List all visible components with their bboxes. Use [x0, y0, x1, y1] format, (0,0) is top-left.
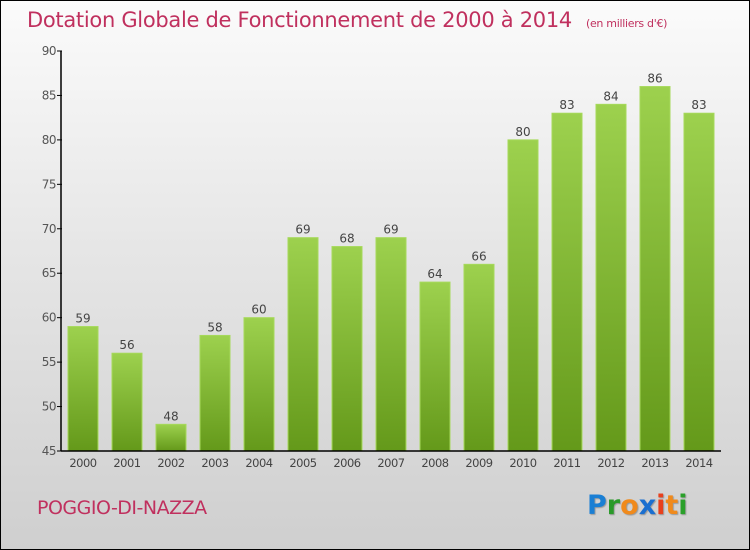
data-label-2007: 69	[383, 223, 398, 237]
logo-letter-0: P	[587, 490, 607, 521]
y-tick-label-50: 50	[42, 400, 56, 414]
data-label-2012: 84	[603, 89, 618, 103]
y-tick-label-45: 45	[42, 444, 56, 458]
x-tick-label-2000: 2000	[69, 456, 96, 470]
axes-group: 2000 2001 2002 2003 2004 2005 2006 2007 2008 2009…	[42, 44, 721, 470]
logo-letter-2: o	[620, 490, 639, 521]
data-label-2011: 83	[559, 98, 574, 112]
bar-2011	[551, 112, 583, 452]
y-tick-label-85: 85	[42, 88, 56, 102]
proxiti-logo[interactable]: Proxiti	[587, 490, 688, 521]
bar-2010	[507, 139, 539, 452]
chart-title: Dotation Globale de Fonctionnement de 20…	[27, 8, 667, 32]
x-tick-label-2013: 2013	[641, 456, 668, 470]
logo-letter-5: t	[665, 490, 679, 521]
logo-letter-4: i	[656, 490, 666, 521]
data-label-2006: 68	[339, 232, 354, 246]
data-label-2013: 86	[647, 72, 662, 86]
data-label-2000: 59	[75, 312, 90, 326]
bar-2003	[199, 334, 231, 452]
chart-title-text: Dotation Globale de Fonctionnement de 20…	[27, 8, 572, 32]
x-tick-label-2008: 2008	[421, 456, 448, 470]
y-tick-label-60: 60	[42, 311, 56, 325]
bar-2001	[111, 352, 143, 452]
data-label-2014: 83	[691, 98, 706, 112]
y-tick-label-75: 75	[42, 177, 56, 191]
x-tick-label-2005: 2005	[289, 456, 316, 470]
bar-2014	[683, 112, 715, 452]
commune-name: POGGIO-DI-NAZZA	[37, 497, 207, 519]
bar-2006	[331, 246, 363, 452]
x-tick-label-2001: 2001	[113, 456, 140, 470]
bar-2008	[419, 281, 451, 452]
data-label-2001: 56	[119, 338, 134, 352]
data-label-2005: 69	[295, 223, 310, 237]
logo-letter-3: x	[638, 490, 657, 521]
y-tick-label-90: 90	[42, 44, 56, 58]
x-tick-label-2010: 2010	[509, 456, 536, 470]
data-label-2010: 80	[515, 125, 530, 139]
data-label-2004: 60	[251, 303, 266, 317]
x-tick-label-2007: 2007	[377, 456, 404, 470]
logo-letter-6: i	[678, 490, 688, 521]
x-tick-label-2012: 2012	[597, 456, 624, 470]
x-tick-label-2009: 2009	[465, 456, 492, 470]
data-label-2003: 58	[207, 320, 222, 334]
data-label-2008: 64	[427, 267, 442, 281]
x-tick-label-2003: 2003	[201, 456, 228, 470]
x-tick-label-2002: 2002	[157, 456, 184, 470]
bar-2004	[243, 317, 275, 452]
bar-2005	[287, 237, 319, 452]
x-tick-label-2011: 2011	[553, 456, 580, 470]
chart-subtitle: (en milliers d'€)	[585, 17, 668, 30]
bar-2002	[155, 423, 187, 452]
bar-2012	[595, 103, 627, 452]
bar-2013	[639, 86, 671, 452]
x-tick-label-2006: 2006	[333, 456, 360, 470]
x-tick-label-2014: 2014	[685, 456, 712, 470]
bar-2000	[67, 326, 99, 452]
y-tick-label-65: 65	[42, 266, 56, 280]
y-tick-label-70: 70	[42, 222, 56, 236]
logo-letter-1: r	[606, 490, 621, 521]
y-tick-label-80: 80	[42, 133, 56, 147]
bar-2007	[375, 237, 407, 452]
bars-group: 59 56 48 58 60 69 68 69 64 66 80 83 84 86 83	[67, 72, 715, 452]
x-tick-label-2004: 2004	[245, 456, 272, 470]
data-label-2009: 66	[471, 249, 486, 263]
y-tick-label-55: 55	[42, 355, 56, 369]
bar-2009	[463, 263, 495, 452]
data-label-2002: 48	[163, 409, 178, 423]
